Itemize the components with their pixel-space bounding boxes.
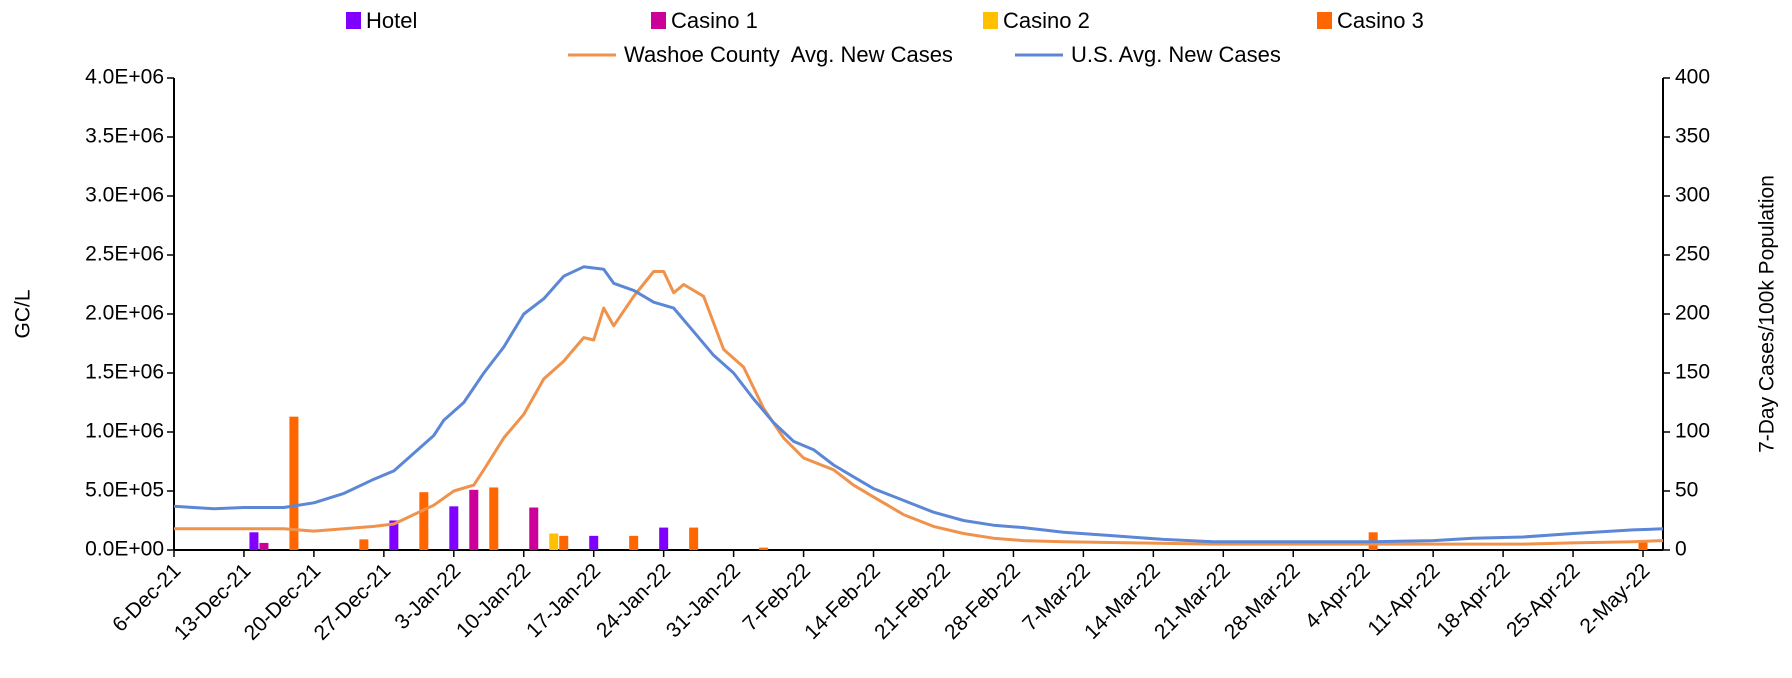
- x-tick-label: 21-Feb-22: [870, 559, 955, 644]
- bar: [469, 489, 479, 550]
- x-tick-label: 24-Jan-22: [592, 559, 675, 642]
- bar: [419, 492, 429, 550]
- bar: [1638, 540, 1648, 550]
- y-tick-label: 2.0E+06: [85, 302, 164, 325]
- bar: [549, 533, 559, 550]
- x-tick-label: 25-Apr-22: [1502, 559, 1584, 641]
- y2-tick-label: 50: [1675, 479, 1698, 502]
- y2-tick-label: 200: [1675, 302, 1710, 325]
- bar: [629, 535, 639, 550]
- y-axis-label: GC/L: [12, 289, 35, 338]
- legend-swatch: [346, 12, 361, 29]
- legend-label: U.S. Avg. New Cases: [1071, 42, 1281, 67]
- x-tick-label: 28-Mar-22: [1220, 559, 1305, 644]
- line: [173, 265, 1664, 544]
- y-tick-label: 0.0E+00: [85, 538, 164, 561]
- x-tick-label: 28-Feb-22: [940, 559, 1025, 644]
- x-tick-label: 11-Apr-22: [1363, 559, 1444, 640]
- x-tick-label: 31-Jan-22: [662, 559, 745, 642]
- x-tick-label: 4-Apr-22: [1301, 559, 1375, 633]
- y-tick-label: 1.0E+06: [85, 420, 164, 443]
- bar: [249, 532, 259, 550]
- x-tick-label: 10-Jan-22: [452, 559, 535, 642]
- y-tick-label: 5.0E+05: [85, 479, 164, 502]
- legend-swatch: [1317, 12, 1332, 29]
- y-tick-label: 3.0E+06: [85, 184, 164, 207]
- line: [174, 270, 1664, 546]
- y2-tick-label: 150: [1675, 361, 1710, 384]
- legend-label: Washoe County Avg. New Cases: [624, 42, 953, 67]
- x-tick-label: 21-Mar-22: [1150, 559, 1235, 644]
- bar: [559, 535, 569, 550]
- y-tick-label: 4.0E+06: [85, 66, 164, 89]
- legend-label: Hotel: [366, 8, 417, 33]
- bar: [589, 535, 599, 550]
- y-tick-label: 2.5E+06: [85, 243, 164, 266]
- bar: [359, 539, 369, 550]
- bar: [389, 520, 399, 550]
- legend-label: Casino 3: [1337, 8, 1424, 33]
- legend-label: Casino 2: [1003, 8, 1090, 33]
- legend-label: Casino 1: [671, 8, 758, 33]
- y-tick-label: 3.5E+06: [85, 125, 164, 148]
- bar: [529, 507, 539, 550]
- y2-tick-label: 100: [1675, 420, 1710, 443]
- y-tick-label: 1.5E+06: [85, 361, 164, 384]
- legend-swatch: [651, 12, 666, 29]
- x-tick-label: 14-Mar-22: [1080, 559, 1165, 644]
- x-tick-label: 17-Jan-22: [522, 559, 605, 642]
- x-tick-label: 27-Dec-21: [310, 559, 396, 645]
- legend-swatch: [983, 12, 998, 29]
- y2-tick-label: 0: [1675, 538, 1687, 561]
- bar: [449, 506, 459, 550]
- bar: [489, 487, 499, 550]
- bar: [689, 527, 699, 550]
- y2-tick-label: 350: [1675, 125, 1710, 148]
- y2-tick-label: 400: [1675, 66, 1710, 89]
- y2-tick-label: 300: [1675, 184, 1710, 207]
- x-tick-label: 2-May-22: [1575, 559, 1654, 638]
- x-tick-label: 18-Apr-22: [1432, 559, 1514, 641]
- bar: [659, 527, 669, 550]
- y2-tick-label: 250: [1675, 243, 1710, 266]
- bar: [289, 416, 299, 550]
- y2-axis-label: 7-Day Cases/100k Population: [1756, 175, 1779, 453]
- x-tick-label: 14-Feb-22: [800, 559, 885, 644]
- bar: [259, 542, 269, 550]
- bar: [759, 547, 769, 550]
